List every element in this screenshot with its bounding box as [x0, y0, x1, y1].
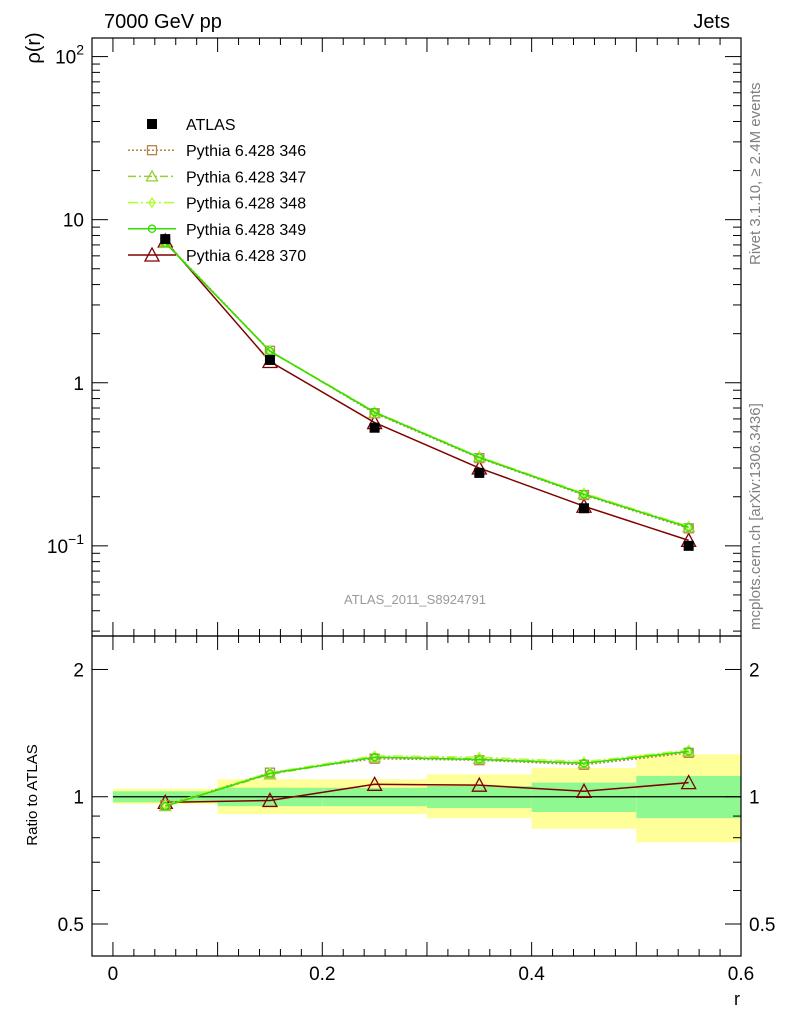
- ratio-xtick-label: 0.6: [728, 964, 754, 985]
- series-line-pythia-6-428-348: [164, 241, 689, 527]
- rivet-label: Rivet 3.1.10, ≥ 2.4M events: [747, 83, 764, 266]
- data-point-atlas: [369, 422, 380, 433]
- ratio-point-pythia-6-428-349: [475, 755, 484, 764]
- main-ytick-label: 10: [63, 211, 84, 232]
- ratio-point-pythia-6-428-370: [575, 782, 593, 798]
- ratio-ytick-label: 2: [73, 660, 84, 681]
- ratio-point-pythia-6-428-349: [161, 801, 170, 811]
- ratio-panel-axes: 0 0.2 0.4 0.6 2 2 1 1 0.5 0.5: [58, 635, 775, 985]
- ratio-panel-background: [112, 754, 741, 843]
- legend-label-atlas: ATLAS: [186, 117, 236, 134]
- ratio-point-pythia-6-428-370: [366, 775, 383, 791]
- series-line-pythia-6-428-347: [164, 242, 689, 528]
- data-point-pythia-6-428-349: [579, 490, 589, 499]
- main-panel-series: [157, 232, 697, 551]
- legend-marker-atlas: [147, 119, 157, 129]
- ratio-ytick-label-right: 0.5: [749, 915, 775, 936]
- ratio-point-pythia-6-428-349: [370, 752, 379, 762]
- header-right: Jets: [693, 11, 730, 33]
- ratio-xlabel: r: [734, 989, 740, 1009]
- mcplots-label: mcplots.cern.ch [arXiv:1306.3436]: [747, 403, 764, 630]
- legend-marker-pythia-6-428-346: [146, 145, 158, 156]
- data-point-pythia-6-428-349: [684, 523, 693, 532]
- ratio-ytick-label-right: 1: [749, 788, 760, 809]
- ratio-xtick-label: 0.4: [518, 964, 545, 985]
- ratio-point-pythia-6-428-349: [265, 769, 275, 778]
- ratio-frame: [91, 635, 742, 957]
- ratio-panel-series: [157, 744, 697, 812]
- legend-marker-pythia-6-428-347: [145, 169, 159, 182]
- data-point-atlas: [160, 234, 171, 245]
- ratio-point-pythia-6-428-370: [261, 792, 279, 808]
- ratio-line-pythia-6-428-370: [165, 781, 689, 804]
- main-ylabel: ρ(r): [23, 32, 45, 63]
- ratio-xtick-label: 0: [108, 964, 119, 985]
- data-point-pythia-6-428-349: [265, 347, 275, 356]
- main-ytick-label: 1: [73, 374, 84, 395]
- main-panel-axes: 10 1 102 10−1: [47, 37, 742, 637]
- ratio-line-pythia-6-428-348: [165, 749, 689, 806]
- series-line-pythia-6-428-346: [164, 241, 689, 530]
- data-point-atlas: [474, 467, 485, 478]
- ratio-point-pythia-6-428-370: [471, 776, 488, 792]
- main-ytick-label: 10−1: [47, 531, 84, 558]
- data-point-pythia-6-428-349: [370, 407, 379, 417]
- watermark: ATLAS_2011_S8924791: [344, 592, 486, 607]
- ratio-point-pythia-6-428-349: [684, 747, 693, 756]
- ratio-point-pythia-6-428-370: [680, 774, 697, 790]
- legend-label-pythia-6-428-349: Pythia 6.428 349: [186, 222, 306, 239]
- legend-label-pythia-6-428-370: Pythia 6.428 370: [186, 248, 306, 265]
- legend-label-pythia-6-428-347: Pythia 6.428 347: [186, 169, 306, 186]
- ratio-point-pythia-6-428-349: [579, 759, 589, 768]
- ratio-xtick-label: 0.2: [309, 964, 335, 985]
- ratio-point-pythia-6-428-348: [475, 751, 484, 763]
- series-line-pythia-6-428-370: [164, 240, 689, 542]
- series-line-pythia-6-428-349: [164, 242, 689, 528]
- data-point-atlas: [264, 354, 275, 365]
- ratio-point-pythia-6-428-370: [157, 793, 174, 809]
- ratio-ytick-label: 0.5: [58, 915, 84, 936]
- ratio-ytick-label: 1: [73, 788, 84, 809]
- ratio-line-pythia-6-428-349: [165, 750, 689, 807]
- legend-marker-pythia-6-428-349: [147, 224, 157, 234]
- main-ytick-label: 102: [55, 42, 84, 69]
- legend-label-pythia-6-428-346: Pythia 6.428 346: [186, 143, 306, 160]
- legend-marker-pythia-6-428-348: [148, 196, 156, 209]
- data-point-pythia-6-428-349: [475, 453, 484, 462]
- legend: ATLAS Pythia 6.428 346 Pythia 6.428 347 Pyt…: [128, 117, 306, 265]
- ratio-ytick-label-right: 2: [749, 660, 760, 681]
- data-point-atlas: [578, 503, 589, 514]
- legend-marker-pythia-6-428-370: [143, 246, 161, 262]
- header-left: 7000 GeV pp: [104, 11, 222, 33]
- data-point-atlas: [683, 540, 694, 551]
- legend-label-pythia-6-428-348: Pythia 6.428 348: [186, 196, 306, 213]
- ratio-ylabel: Ratio to ATLAS: [24, 744, 41, 845]
